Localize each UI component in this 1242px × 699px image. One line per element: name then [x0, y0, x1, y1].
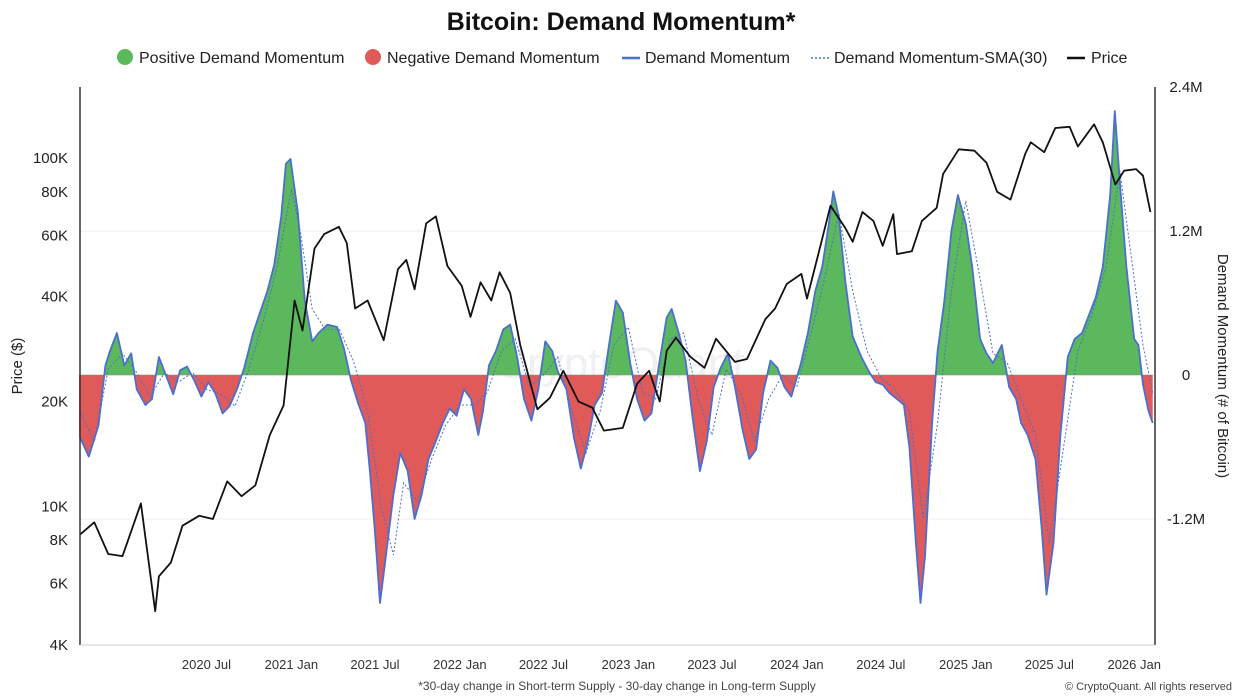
legend-label-positive: Positive Demand Momentum [139, 50, 344, 67]
x-tick-label: 2021 Jan [265, 657, 319, 672]
x-axis-ticks: 2020 Jul 2021 Jan 2021 Jul 2022 Jan 2022 Jul… [182, 657, 1161, 672]
x-tick-label: 2020 Jul [182, 657, 231, 672]
right-axis-ticks: 2.4M 1.2M 0 -1.2M [1167, 79, 1205, 528]
left-axis-ticks: 4K 6K 8K 10K 20K 40K 60K 80K 100K [33, 150, 68, 654]
left-tick-label: 20K [41, 394, 68, 411]
axes [79, 87, 1156, 646]
footnote: *30-day change in Short-term Supply - 30… [418, 679, 816, 693]
right-tick-label: 1.2M [1169, 223, 1202, 240]
legend-label-negative: Negative Demand Momentum [387, 50, 600, 67]
demand-momentum-line [79, 110, 1154, 604]
legend-marker-positive [117, 49, 133, 65]
right-tick-label: 0 [1182, 367, 1190, 384]
x-tick-label: 2022 Jan [433, 657, 487, 672]
left-tick-label: 60K [41, 227, 68, 244]
right-tick-label: -1.2M [1167, 511, 1205, 528]
x-tick-label: 2025 Jan [939, 657, 993, 672]
legend-item-momentum[interactable]: Demand Momentum [622, 50, 790, 67]
left-tick-label: 80K [41, 184, 68, 201]
x-tick-label: 2021 Jul [350, 657, 399, 672]
x-tick-label: 2024 Jul [856, 657, 905, 672]
legend-item-negative[interactable]: Negative Demand Momentum [365, 49, 600, 67]
legend-label-sma: Demand Momentum-SMA(30) [834, 50, 1047, 67]
x-tick-label: 2024 Jan [770, 657, 824, 672]
chart-title: Bitcoin: Demand Momentum* [447, 8, 796, 36]
legend: Positive Demand Momentum Negative Demand… [117, 49, 1128, 67]
demand-momentum-sma-line [79, 170, 1154, 556]
left-tick-label: 10K [41, 498, 68, 515]
x-tick-label: 2023 Jul [687, 657, 736, 672]
x-tick-label: 2023 Jan [602, 657, 656, 672]
legend-marker-negative [365, 49, 381, 65]
copyright: © CryptoQuant. All rights reserved [1065, 681, 1232, 693]
series-lines [79, 110, 1154, 613]
legend-label-price: Price [1091, 50, 1128, 67]
legend-item-sma[interactable]: Demand Momentum-SMA(30) [811, 50, 1047, 67]
left-tick-label: 6K [50, 576, 68, 593]
momentum-bars [79, 119, 1153, 603]
left-tick-label: 100K [33, 150, 68, 167]
legend-item-positive[interactable]: Positive Demand Momentum [117, 49, 344, 67]
left-axis-label: Price ($) [9, 338, 26, 395]
x-tick-label: 2022 Jul [519, 657, 568, 672]
legend-label-momentum: Demand Momentum [645, 50, 790, 67]
legend-item-price[interactable]: Price [1067, 50, 1128, 67]
left-tick-label: 4K [50, 637, 68, 654]
x-tick-label: 2025 Jul [1025, 657, 1074, 672]
right-tick-label: 2.4M [1169, 79, 1202, 96]
left-tick-label: 40K [41, 289, 68, 306]
price-line [79, 123, 1152, 613]
right-axis-label: Demand Momentum (# of Bitcoin) [1214, 254, 1231, 478]
left-tick-label: 8K [50, 532, 68, 549]
x-tick-label: 2026 Jan [1107, 657, 1161, 672]
